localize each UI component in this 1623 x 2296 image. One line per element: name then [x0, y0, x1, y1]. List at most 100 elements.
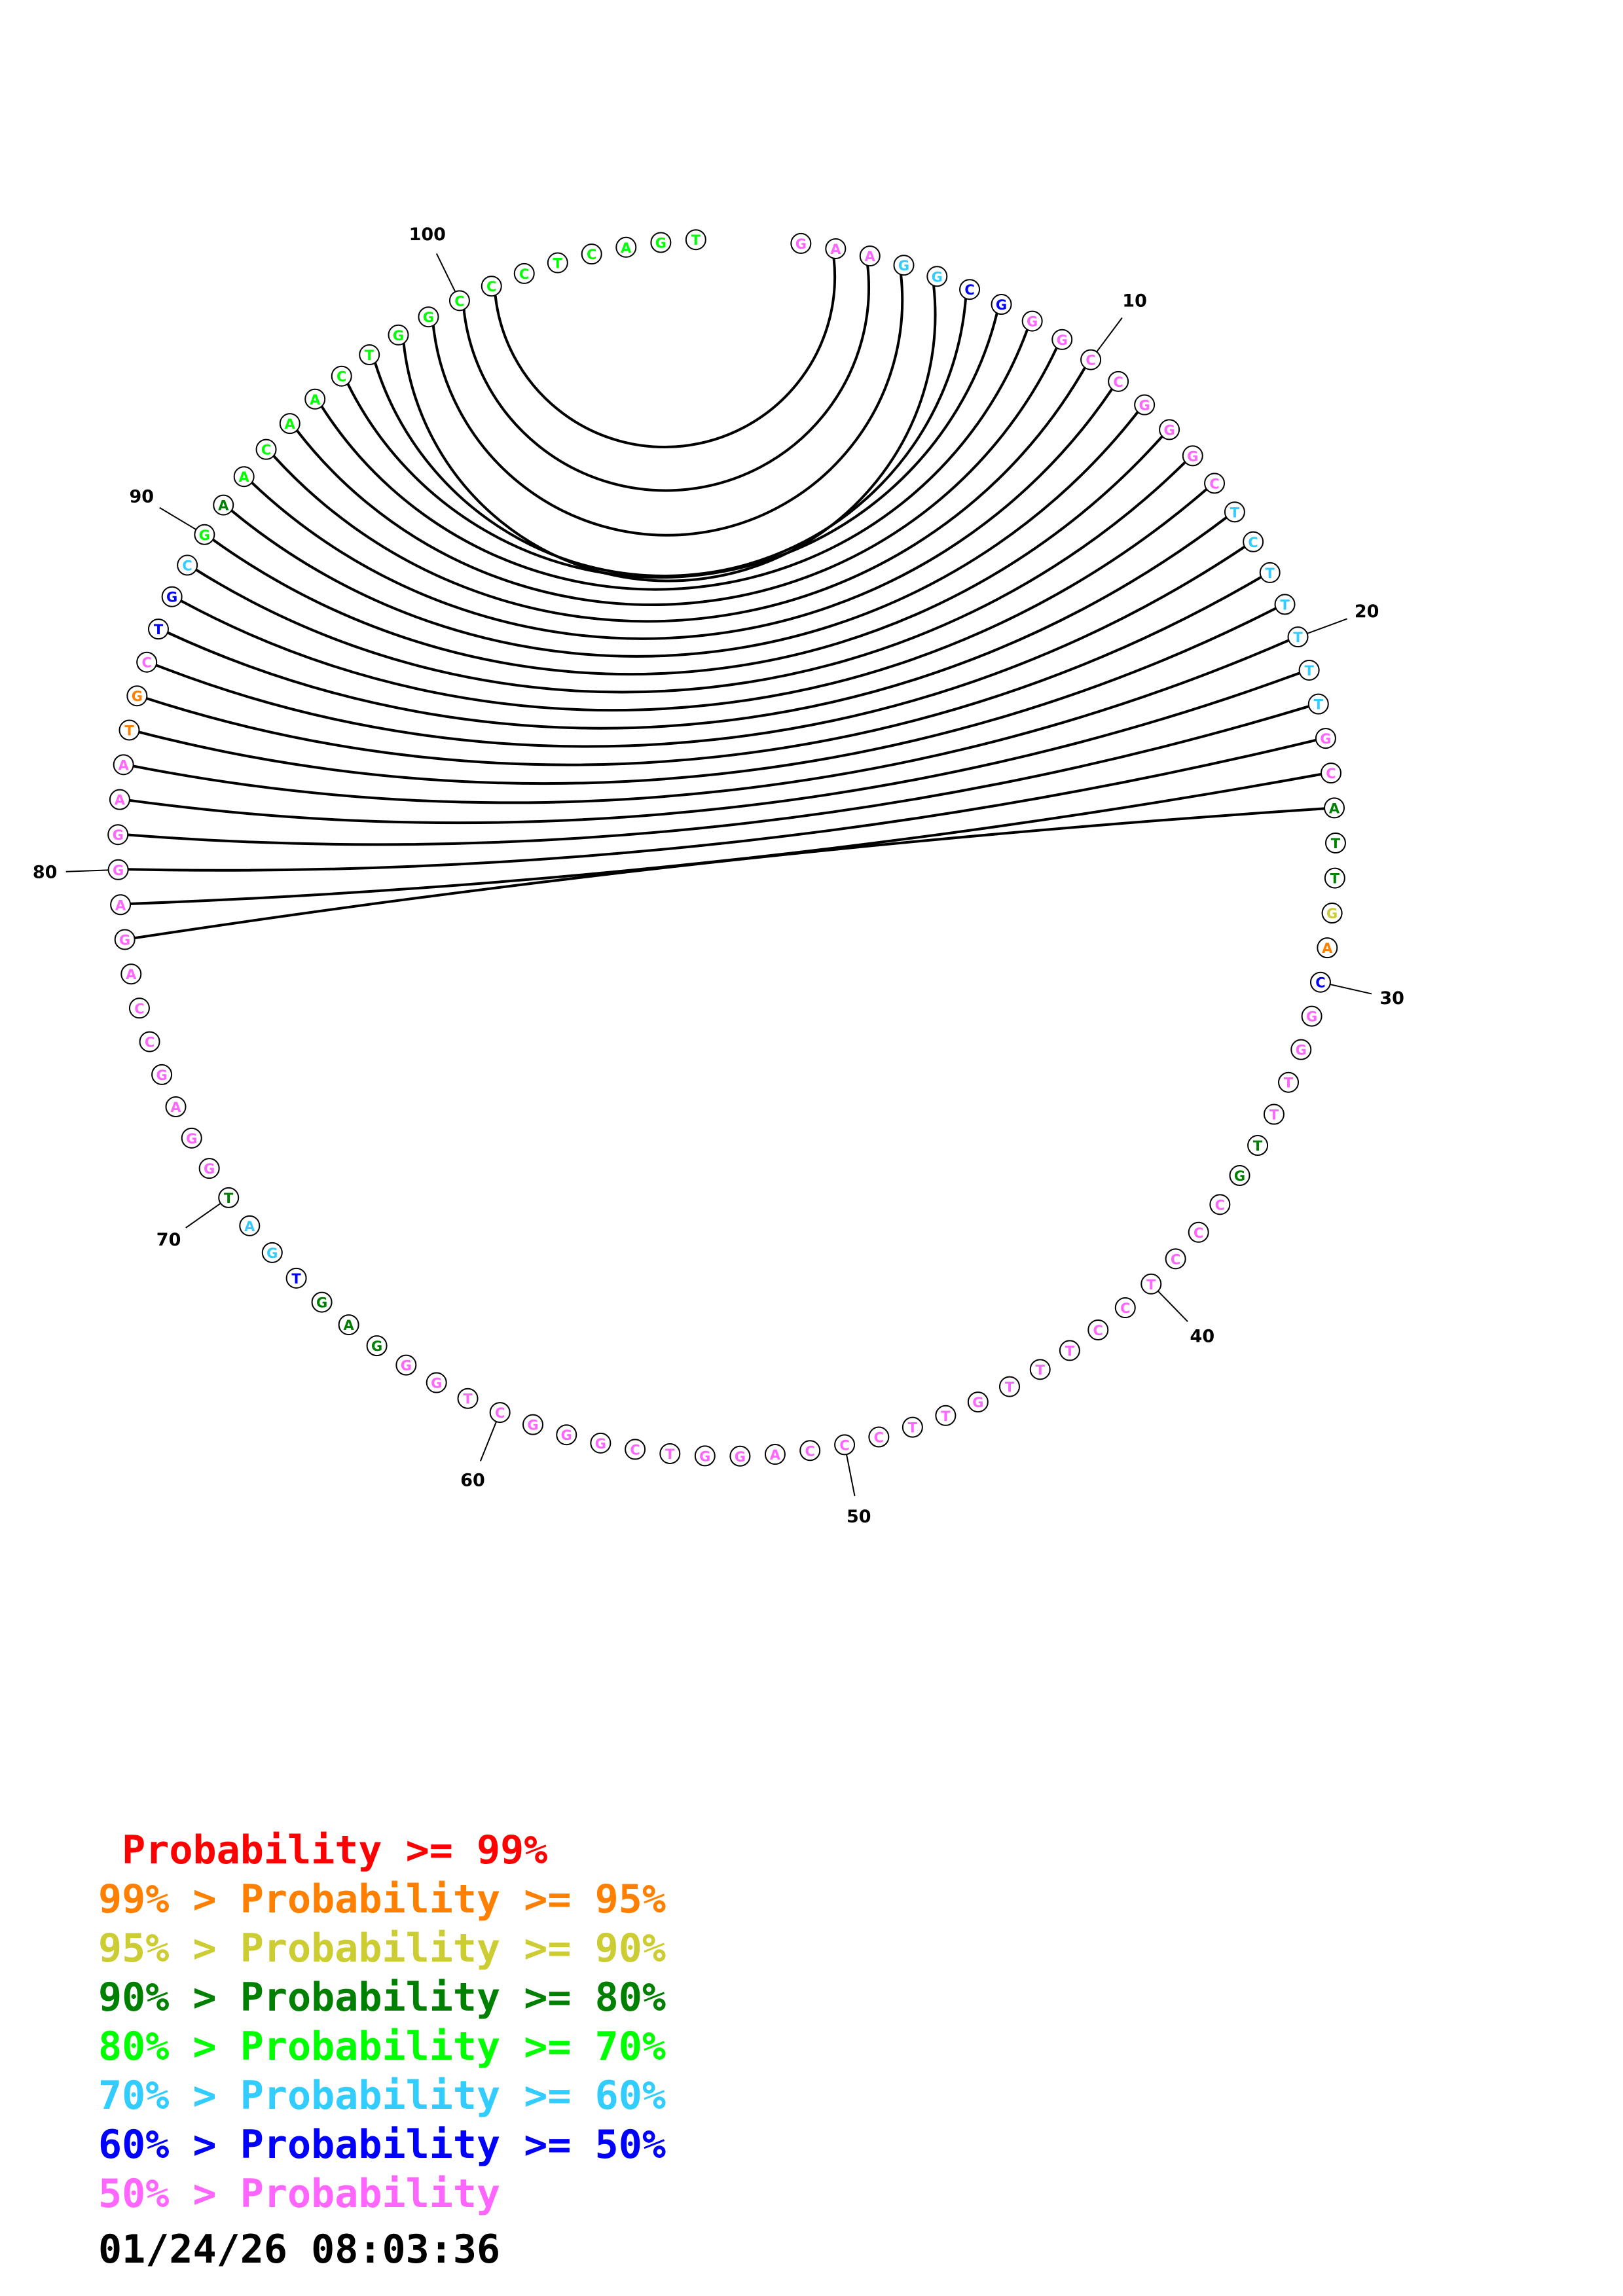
legend-upper-bound: >= 99% [405, 1827, 548, 1873]
nucleotide: T [659, 1443, 681, 1464]
nucleotide-circle [120, 963, 142, 985]
nucleotide: G [261, 1242, 283, 1263]
tick-line [1307, 618, 1347, 634]
nucleotide-letter: A [865, 249, 876, 264]
nucleotide-letter: T [665, 1446, 675, 1462]
nucleotide: C [513, 262, 535, 284]
nucleotide: A [213, 494, 234, 516]
nucleotide-letter: G [1187, 448, 1198, 464]
base-pair-arc [138, 607, 1277, 785]
nucleotide-circle [859, 245, 881, 267]
nucleotide-letter: G [898, 258, 909, 274]
nucleotide-circle [1051, 329, 1073, 350]
nucleotide-letter: C [486, 279, 496, 295]
nucleotide: A [113, 754, 134, 776]
nucleotide: G [388, 324, 409, 346]
nucleotide-circle [304, 388, 326, 410]
nucleotide: T [285, 1267, 307, 1289]
nucleotide-circle [1298, 659, 1320, 681]
nucleotide-letter: C [141, 655, 151, 671]
legend-line: Probability >= 99% [98, 1826, 666, 1875]
nucleotide-circle [1324, 833, 1346, 854]
nucleotide-circle [338, 1314, 359, 1336]
base-pair-arc [295, 347, 1058, 607]
nucleotide-letter: A [115, 897, 126, 913]
nucleotide-circle [694, 1445, 716, 1467]
nucleotide-letter: A [115, 793, 126, 808]
nucleotide-circle [311, 1291, 333, 1313]
nucleotide-circle [239, 1215, 261, 1236]
nucleotide: G [556, 1424, 577, 1446]
nucleotide-circle [625, 1439, 646, 1460]
nucleotide: G [790, 232, 812, 254]
nucleotide-circle [136, 651, 158, 673]
nucleotide: C [581, 243, 602, 265]
tick-label: 100 [409, 224, 446, 245]
nucleotide: T [1307, 693, 1329, 715]
nucleotide: G [1134, 394, 1156, 416]
nucleotide-letter: T [1036, 1362, 1046, 1378]
nucleotide-circle [1140, 1273, 1162, 1295]
nucleotide-letter: T [1280, 597, 1290, 613]
nucleotide-circle [1209, 1194, 1231, 1215]
nucleotide-circle [615, 236, 637, 258]
nucleotide-circle [218, 1187, 240, 1208]
nucleotide-letter: T [1304, 663, 1314, 679]
nucleotide-letter: A [621, 240, 632, 256]
nucleotide-circle [799, 1440, 821, 1462]
nucleotide-letter: G [132, 689, 143, 704]
nucleotide: C [128, 997, 150, 1019]
nucleotide-circle [177, 554, 198, 576]
nucleotide-circle [1259, 562, 1281, 583]
tick-line [435, 253, 456, 293]
nucleotide-letter: T [291, 1271, 301, 1287]
nucleotide-circle [181, 1127, 202, 1149]
nucleotide-letter: T [1293, 630, 1303, 645]
nucleotide-circle [151, 1064, 173, 1085]
nucleotide-circle [128, 997, 150, 1019]
base-pair-arc [180, 488, 1208, 711]
nucleotide-circle [119, 719, 140, 741]
nucleotide-letter: G [393, 328, 404, 344]
legend-lower-bound: 95% > [98, 1926, 217, 1971]
nucleotide-circle [448, 290, 470, 312]
nucleotide: C [1087, 1319, 1109, 1340]
nucleotide: C [1209, 1194, 1231, 1215]
probability-legend: Probability >= 99% 99% > Probability >= … [98, 1826, 666, 2219]
nucleotide-circle [650, 232, 672, 253]
nucleotide-letter: G [1163, 422, 1175, 438]
base-pair-arc [129, 672, 1300, 825]
nucleotide: G [418, 306, 439, 328]
nucleotide-letter: C [1326, 766, 1336, 781]
nucleotide: G [194, 524, 215, 545]
nucleotide-letter: A [285, 416, 296, 432]
nucleotide-letter: C [1248, 535, 1258, 550]
base-pair-arc [167, 516, 1228, 730]
nucleotide-letter: G [996, 297, 1007, 313]
tick-line [1096, 317, 1123, 353]
nucleotide: A [120, 963, 142, 985]
nucleotide-circle [481, 276, 502, 297]
nucleotide-circle [1165, 1248, 1186, 1270]
nucleotide-letter: C [630, 1442, 640, 1458]
nucleotide-letter: C [1120, 1300, 1130, 1316]
legend-upper-bound: >= 60% [524, 2073, 666, 2119]
nucleotide-circle [285, 1267, 307, 1289]
nucleotide-circle [1108, 370, 1129, 392]
nucleotide-circle [1321, 903, 1343, 924]
nucleotide-letter: C [1093, 1323, 1103, 1338]
tick-line [846, 1454, 856, 1497]
nucleotide-circle [1324, 867, 1345, 889]
nucleotide: C [834, 1434, 856, 1456]
nucleotide-circle [764, 1444, 786, 1465]
nucleotide-circle [825, 238, 847, 259]
nucleotide-circle [998, 1376, 1020, 1397]
nucleotide: C [136, 651, 158, 673]
nucleotide-circle [107, 859, 129, 880]
nucleotide: A [109, 789, 130, 810]
nucleotide-circle [165, 1096, 187, 1118]
legend-line: 70% > Probability >= 60% [98, 2072, 666, 2121]
nucleotide: G [181, 1127, 202, 1149]
nucleotide-circle [1159, 419, 1180, 440]
nucleotide-letter: G [113, 863, 124, 878]
